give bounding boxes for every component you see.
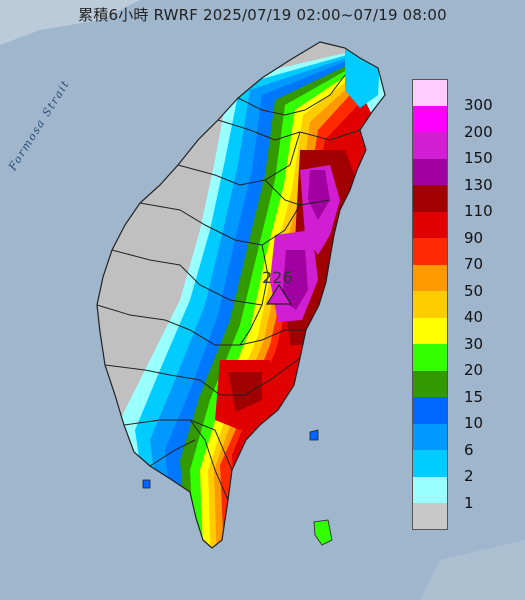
legend-row: 50 bbox=[412, 264, 522, 298]
legend-row: 2 bbox=[412, 450, 522, 484]
rainfall-legend: 300 200 150 130 110 90 70 50 40 30 20 15 10 6 2 1 bbox=[412, 79, 522, 530]
legend-row: 90 bbox=[412, 211, 522, 245]
legend-label: 2 bbox=[464, 467, 474, 485]
legend-swatch bbox=[412, 264, 448, 291]
legend-label: 1 bbox=[464, 493, 474, 512]
legend-row: 130 bbox=[412, 158, 522, 192]
peak-value-label: 226 bbox=[262, 268, 293, 287]
legend-label: 150 bbox=[464, 149, 493, 167]
legend-swatch bbox=[412, 238, 448, 265]
legend-label: 70 bbox=[464, 255, 484, 273]
green-island bbox=[309, 429, 319, 441]
legend-label: 6 bbox=[464, 440, 474, 459]
legend-label: 110 bbox=[464, 202, 493, 220]
legend-row: 70 bbox=[412, 238, 522, 272]
legend-row: 150 bbox=[412, 132, 522, 166]
legend-swatch bbox=[412, 185, 448, 212]
legend-row: 110 bbox=[412, 185, 522, 219]
orchid-island bbox=[313, 519, 333, 546]
legend-label: 15 bbox=[464, 387, 484, 406]
legend-swatch bbox=[412, 450, 448, 477]
legend-label: 90 bbox=[464, 228, 484, 247]
legend-swatch bbox=[412, 476, 448, 503]
legend-row: 15 bbox=[412, 370, 522, 404]
legend-row: 1 bbox=[412, 476, 522, 510]
legend-swatch bbox=[412, 105, 448, 132]
legend-label: 300 bbox=[464, 96, 493, 114]
legend-row: 300 bbox=[412, 79, 522, 113]
legend-label: 200 bbox=[464, 122, 493, 141]
legend-label: 50 bbox=[464, 281, 484, 300]
legend-row: 200 bbox=[412, 105, 522, 139]
legend-row: 6 bbox=[412, 423, 522, 457]
legend-swatch bbox=[412, 370, 448, 397]
legend-swatch bbox=[412, 158, 448, 185]
legend-swatch bbox=[412, 291, 448, 318]
legend-swatch bbox=[412, 79, 448, 106]
legend-label: 130 bbox=[464, 175, 493, 194]
legend-row: 30 bbox=[412, 317, 522, 351]
legend-label: 40 bbox=[464, 308, 484, 326]
legend-swatch bbox=[412, 317, 448, 344]
county-borders bbox=[96, 41, 386, 549]
legend-row: 10 bbox=[412, 397, 522, 431]
legend-label: 10 bbox=[464, 414, 484, 432]
legend-swatch bbox=[412, 397, 448, 424]
max-rainfall-triangle-icon bbox=[265, 283, 293, 305]
legend-label: 30 bbox=[464, 334, 484, 353]
legend-swatch bbox=[412, 423, 448, 450]
legend-row bbox=[412, 503, 522, 530]
legend-swatch bbox=[412, 211, 448, 238]
legend-row: 40 bbox=[412, 291, 522, 325]
legend-label: 20 bbox=[464, 361, 484, 379]
map-title: 累積6小時 RWRF 2025/07/19 02:00~07/19 08:00 bbox=[78, 6, 447, 24]
legend-row: 20 bbox=[412, 344, 522, 378]
legend-swatch bbox=[412, 503, 448, 530]
liuqiu-island bbox=[142, 479, 151, 489]
legend-swatch bbox=[412, 132, 448, 159]
legend-swatch bbox=[412, 344, 448, 371]
